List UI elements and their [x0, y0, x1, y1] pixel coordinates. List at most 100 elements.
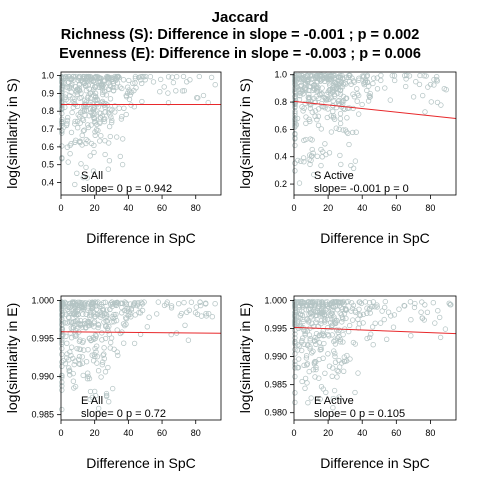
data-point — [105, 80, 112, 86]
data-point — [354, 91, 361, 97]
data-point — [330, 405, 336, 411]
data-point — [323, 307, 329, 313]
y-tick-label: 0.985 — [264, 380, 287, 390]
data-point — [292, 142, 298, 149]
data-point — [303, 355, 310, 361]
data-point — [72, 73, 79, 80]
data-point — [390, 324, 397, 330]
data-point — [342, 80, 348, 86]
data-point — [88, 337, 95, 343]
data-point — [104, 307, 110, 313]
data-point — [59, 300, 65, 307]
data-point — [361, 80, 367, 86]
data-point — [123, 316, 130, 322]
y-tick-label: 0.995 — [31, 334, 54, 344]
data-point — [91, 142, 97, 149]
data-point — [431, 82, 437, 88]
data-point — [317, 301, 323, 307]
data-point — [59, 130, 65, 136]
data-point — [68, 141, 74, 147]
plot-frame — [60, 71, 222, 196]
data-point — [64, 75, 71, 81]
data-point — [59, 307, 65, 313]
data-point — [203, 300, 209, 306]
data-point — [300, 108, 306, 114]
data-point — [307, 118, 313, 125]
data-point — [374, 75, 380, 81]
data-point — [355, 370, 361, 376]
data-point — [354, 86, 360, 92]
data-point — [336, 394, 342, 400]
y-tick-label: 0.6 — [41, 142, 54, 152]
data-point — [319, 90, 325, 97]
data-point — [292, 124, 298, 130]
data-point — [119, 161, 126, 168]
data-point — [319, 100, 325, 107]
data-point — [396, 306, 402, 312]
data-point — [317, 78, 324, 84]
data-point — [98, 374, 104, 380]
data-point — [74, 345, 80, 352]
data-point — [133, 85, 139, 91]
data-point — [108, 335, 115, 341]
data-point — [138, 77, 144, 83]
data-point — [102, 369, 109, 375]
data-point — [67, 330, 73, 336]
data-point — [332, 341, 339, 347]
point-cloud — [59, 299, 218, 413]
data-point — [73, 89, 80, 95]
data-point — [343, 307, 349, 313]
data-point — [353, 129, 359, 135]
data-point — [137, 331, 144, 337]
data-point — [307, 152, 313, 158]
data-point — [82, 301, 88, 307]
data-point — [103, 392, 110, 399]
data-point — [366, 300, 373, 306]
data-point — [298, 311, 304, 317]
data-point — [315, 84, 321, 91]
y-tick-label: 0.6 — [274, 124, 287, 134]
data-point — [97, 78, 103, 84]
data-point — [168, 303, 175, 309]
richness-subtitle: Richness (S): Difference in slope = -0.0… — [60, 27, 420, 43]
data-point — [300, 318, 306, 325]
data-point — [109, 119, 115, 126]
data-point — [203, 311, 209, 317]
data-point — [93, 306, 100, 312]
data-point — [335, 299, 341, 305]
data-point — [101, 345, 107, 351]
y-axis-title: log(similarity in S) — [237, 78, 253, 188]
data-point — [99, 330, 105, 336]
data-point — [212, 301, 218, 307]
data-point — [378, 77, 384, 84]
data-point — [209, 314, 215, 320]
data-point — [292, 365, 298, 371]
data-point — [306, 91, 312, 97]
data-point — [196, 73, 202, 80]
data-point — [92, 311, 98, 317]
x-tick-label: 20 — [323, 428, 333, 438]
data-point — [319, 307, 325, 313]
data-point — [295, 314, 301, 320]
data-point — [164, 299, 170, 305]
y-tick-label: 1.0 — [274, 70, 287, 80]
data-point — [79, 354, 85, 360]
data-point — [64, 306, 71, 313]
data-point — [352, 341, 358, 347]
data-point — [83, 136, 89, 143]
data-point — [59, 92, 65, 99]
data-point — [292, 341, 298, 347]
data-point — [59, 345, 65, 352]
data-point — [335, 368, 341, 375]
x-axis-title: Difference in SpC — [320, 230, 429, 246]
data-point — [173, 88, 179, 94]
data-point — [212, 82, 218, 88]
data-point — [94, 343, 100, 349]
data-point — [334, 335, 341, 341]
plot-frame — [60, 295, 222, 421]
data-point — [316, 375, 322, 381]
data-point — [74, 325, 80, 332]
data-point — [341, 354, 347, 360]
data-point — [93, 93, 99, 100]
